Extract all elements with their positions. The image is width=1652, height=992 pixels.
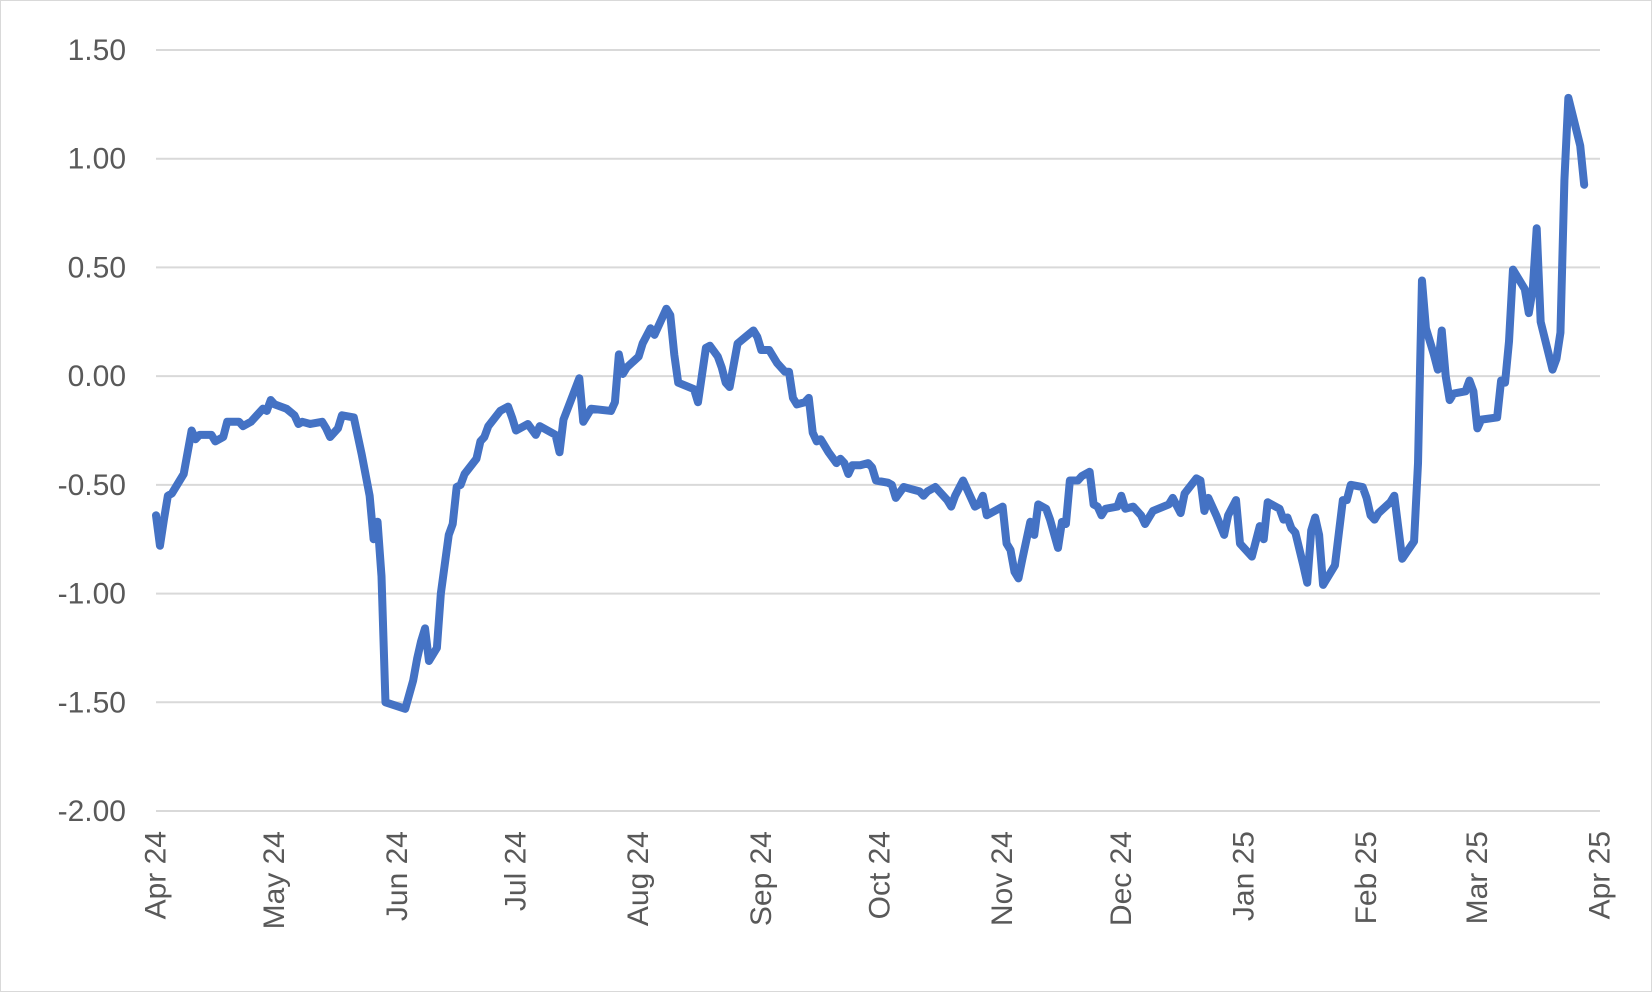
y-tick-label: -0.50	[58, 469, 126, 502]
x-tick-label: Apr 24	[140, 831, 173, 919]
series-lines	[152, 93, 1589, 713]
x-tick-label: Apr 25	[1584, 831, 1617, 919]
gridlines	[156, 49, 1600, 812]
y-tick-label: -1.50	[58, 686, 126, 719]
x-tick-label: Sep 24	[745, 831, 778, 926]
x-tick-label: Oct 24	[863, 831, 896, 919]
x-tick-label: Jun 24	[381, 831, 414, 921]
x-tick-label: Nov 24	[986, 831, 1019, 926]
y-tick-label: 1.00	[68, 143, 126, 176]
y-tick-label: -2.00	[58, 795, 126, 828]
x-tick-label: May 24	[258, 831, 291, 929]
x-axis-tick-labels: Apr 24 May 24 Jun 24 Jul 24 Aug 24 Sep 24 Oct …	[140, 831, 1617, 929]
y-tick-label: -1.00	[58, 578, 126, 611]
x-tick-label: Jan 25	[1227, 831, 1260, 921]
x-tick-label: Mar 25	[1461, 831, 1494, 924]
y-tick-label: 0.50	[68, 251, 126, 284]
x-tick-label: Dec 24	[1105, 831, 1138, 926]
x-tick-label: Jul 24	[500, 831, 533, 911]
y-tick-label: 1.50	[68, 34, 126, 67]
x-tick-label: Feb 25	[1350, 831, 1383, 924]
y-axis-tick-labels: 1.50 1.00 0.50 0.00 -0.50 -1.00 -1.50 -2.00	[58, 34, 126, 828]
series-line	[152, 93, 1589, 713]
x-tick-label: Aug 24	[622, 831, 655, 926]
y-tick-label: 0.00	[68, 360, 126, 393]
